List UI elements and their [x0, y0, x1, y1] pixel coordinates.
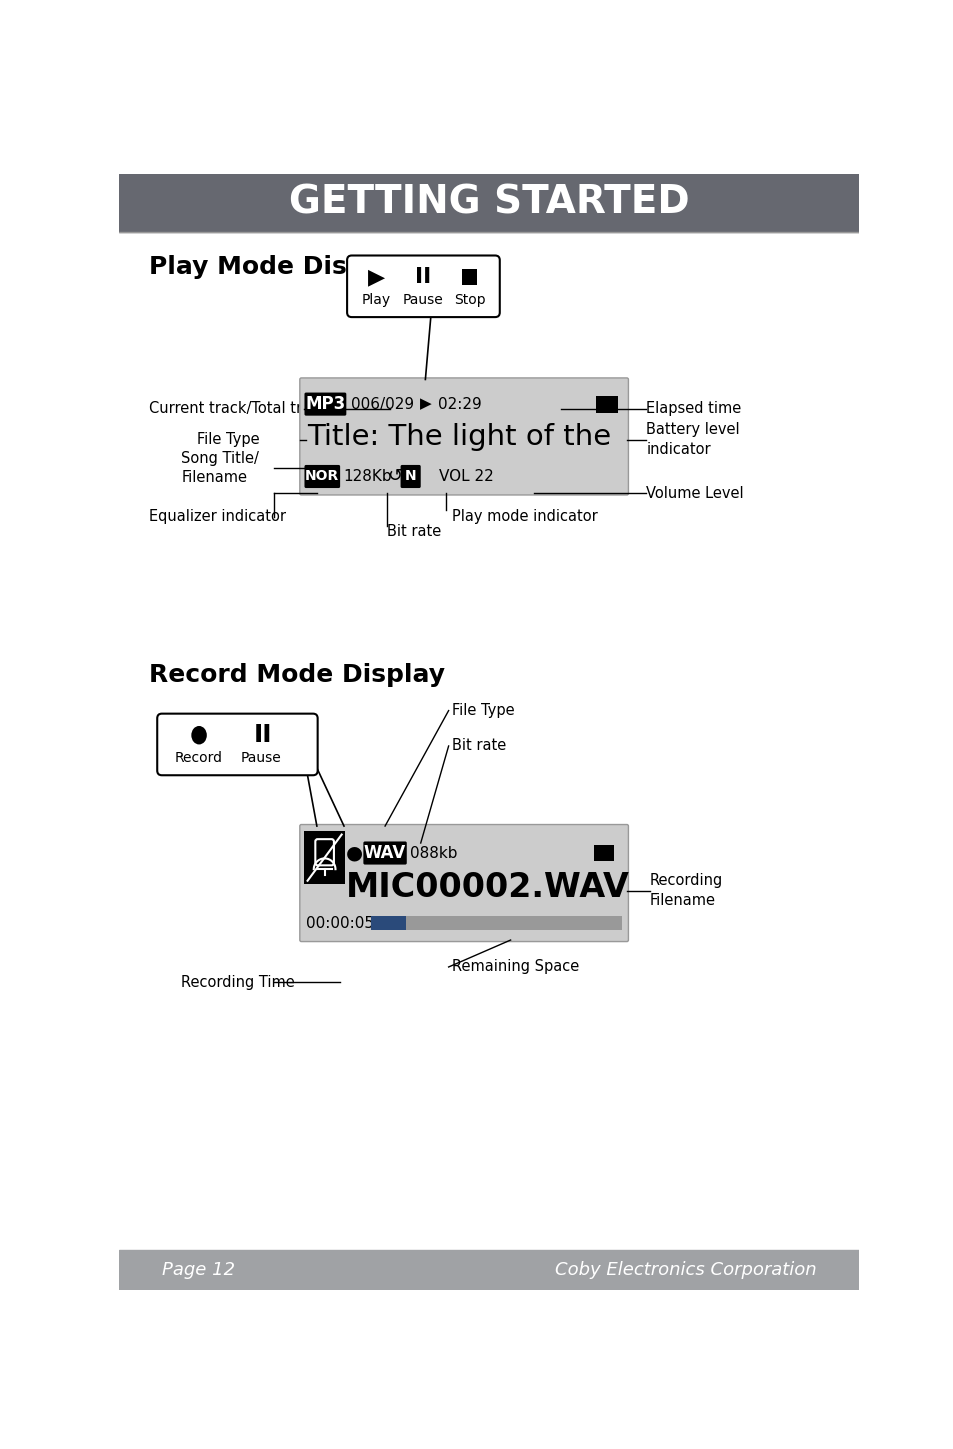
Text: Coby Electronics Corporation: Coby Electronics Corporation — [555, 1261, 816, 1278]
Ellipse shape — [192, 726, 207, 745]
Text: Pause: Pause — [240, 752, 281, 765]
Text: MIC00002.WAV: MIC00002.WAV — [346, 871, 630, 904]
Text: Bit rate: Bit rate — [452, 739, 506, 753]
Text: ▶: ▶ — [420, 397, 432, 412]
Bar — [371, 916, 621, 930]
Bar — [461, 270, 476, 285]
Text: MP3: MP3 — [305, 396, 345, 413]
Text: Recording Time: Recording Time — [181, 975, 294, 990]
Bar — [304, 832, 344, 884]
Text: ↺: ↺ — [386, 468, 401, 485]
Text: Play: Play — [361, 293, 391, 307]
Text: Equalizer indicator: Equalizer indicator — [149, 509, 285, 525]
FancyBboxPatch shape — [157, 714, 317, 775]
FancyBboxPatch shape — [304, 393, 346, 416]
Text: Current track/Total tracks: Current track/Total tracks — [149, 401, 335, 416]
Text: WAV: WAV — [363, 843, 406, 862]
Text: ▶: ▶ — [368, 267, 385, 287]
Text: 00:00:05: 00:00:05 — [306, 916, 374, 930]
Text: Remaining Space: Remaining Space — [452, 959, 579, 975]
Bar — [119, 174, 858, 232]
Text: Page 12: Page 12 — [162, 1261, 234, 1278]
Text: Record: Record — [175, 752, 223, 765]
Bar — [596, 396, 617, 413]
Text: NOR: NOR — [305, 469, 339, 484]
Text: 02:29: 02:29 — [437, 397, 481, 412]
Text: Recording
Filename: Recording Filename — [649, 874, 722, 909]
Text: Play Mode Display: Play Mode Display — [149, 255, 405, 278]
Text: II: II — [253, 723, 272, 748]
Text: Play mode indicator: Play mode indicator — [452, 509, 598, 525]
Text: File Type: File Type — [196, 432, 259, 448]
Text: File Type: File Type — [452, 703, 515, 719]
Text: 088kb: 088kb — [410, 846, 456, 861]
Text: N: N — [404, 469, 416, 484]
FancyBboxPatch shape — [299, 824, 628, 942]
Text: Pause: Pause — [402, 293, 443, 307]
Text: Title: The light of the: Title: The light of the — [307, 423, 611, 451]
Text: Volume Level: Volume Level — [645, 485, 743, 501]
FancyBboxPatch shape — [347, 255, 499, 317]
Text: Elapsed time: Elapsed time — [645, 401, 740, 416]
FancyBboxPatch shape — [304, 465, 340, 488]
Text: GETTING STARTED: GETTING STARTED — [289, 184, 688, 222]
Bar — [371, 916, 406, 930]
Text: Record Mode Display: Record Mode Display — [149, 662, 444, 687]
Text: 128Kb: 128Kb — [343, 469, 392, 484]
Text: 006/029: 006/029 — [351, 397, 414, 412]
FancyBboxPatch shape — [400, 465, 420, 488]
FancyBboxPatch shape — [363, 842, 406, 865]
Bar — [594, 845, 614, 862]
Text: Battery level
indicator: Battery level indicator — [645, 422, 740, 456]
Bar — [119, 1249, 858, 1290]
Text: VOL 22: VOL 22 — [439, 469, 494, 484]
Text: Bit rate: Bit rate — [386, 525, 440, 539]
FancyBboxPatch shape — [299, 378, 628, 496]
Text: Song Title/
Filename: Song Title/ Filename — [181, 451, 259, 485]
Text: ●: ● — [345, 843, 362, 862]
Text: II: II — [415, 267, 431, 287]
Text: Stop: Stop — [454, 293, 485, 307]
